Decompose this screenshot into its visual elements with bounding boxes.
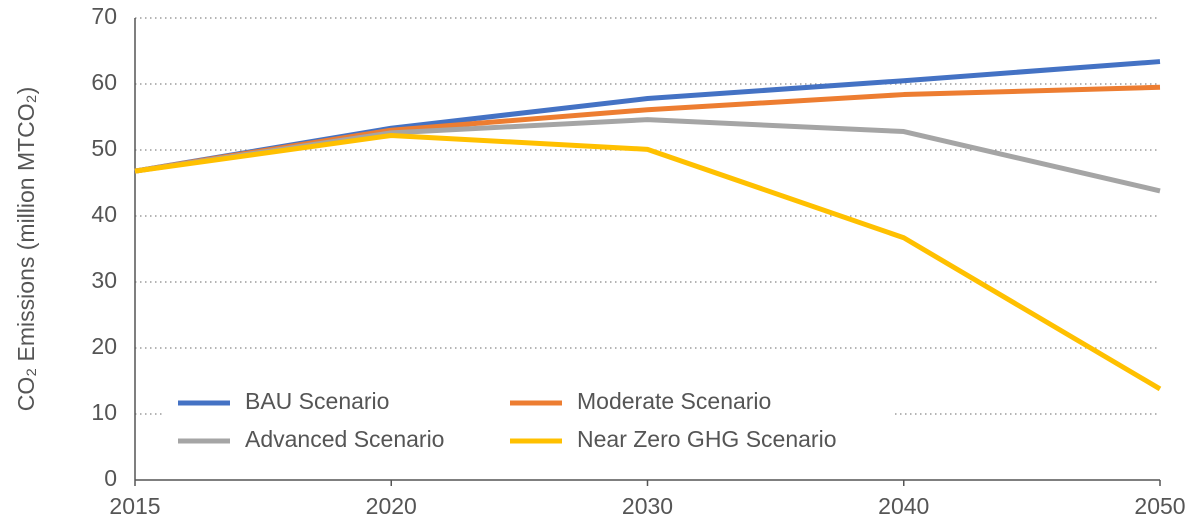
y-tick-label: 50 (91, 135, 117, 161)
legend-background (165, 380, 895, 462)
y-tick-label: 20 (91, 333, 117, 359)
legend-label: Near Zero GHG Scenario (577, 426, 836, 452)
y-axis-label: CO₂ Emissions (million MTCO₂) (13, 87, 39, 412)
y-tick-label: 40 (91, 201, 117, 227)
x-tick-label: 2020 (366, 493, 417, 519)
y-tick-label: 70 (91, 3, 117, 29)
legend-label: Moderate Scenario (577, 388, 771, 414)
legend-label: BAU Scenario (245, 388, 389, 414)
series-line (134, 117, 1161, 194)
series-line (134, 132, 1162, 392)
x-tick-label: 2015 (109, 493, 160, 519)
y-tick-label: 0 (104, 465, 117, 491)
x-tick-label: 2040 (878, 493, 929, 519)
x-tick-label: 2030 (622, 493, 673, 519)
y-tick-label: 60 (91, 69, 117, 95)
legend-label: Advanced Scenario (245, 426, 444, 452)
x-tick-label: 2050 (1134, 493, 1185, 519)
y-tick-label: 10 (91, 399, 117, 425)
y-tick-label: 30 (91, 267, 117, 293)
